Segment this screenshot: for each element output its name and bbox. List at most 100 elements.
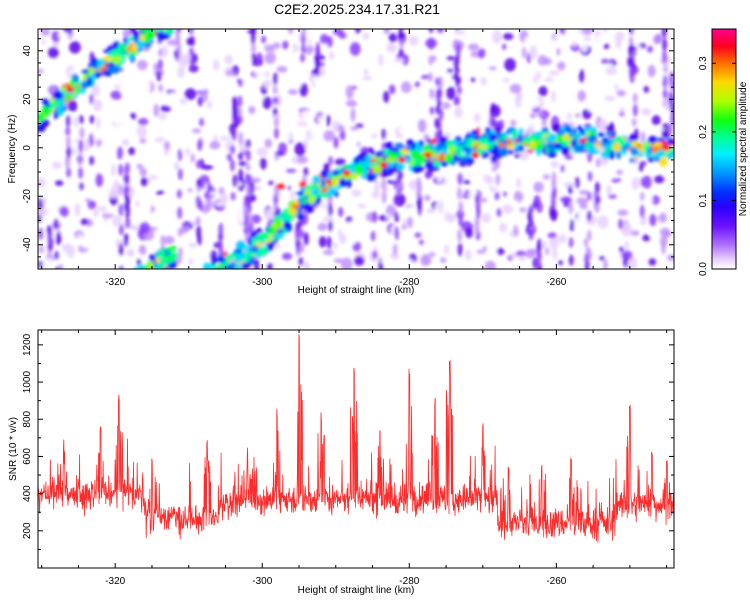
ridge-blob xyxy=(143,271,153,277)
noise-blob xyxy=(400,81,412,93)
noise-blob xyxy=(542,240,547,250)
ridge-blob xyxy=(507,149,514,155)
noise-streak xyxy=(300,271,305,279)
noise-blob xyxy=(254,69,266,77)
noise-blob xyxy=(443,244,449,255)
noise-blob xyxy=(357,203,367,209)
noise-streak xyxy=(456,86,462,95)
noise-blob xyxy=(111,215,123,227)
noise-streak xyxy=(568,200,574,215)
noise-blob xyxy=(624,240,629,252)
noise-blob xyxy=(597,215,609,229)
noise-blob xyxy=(139,221,150,234)
noise-blob xyxy=(519,60,526,73)
noise-streak xyxy=(189,35,195,47)
ridge-blob xyxy=(235,262,241,269)
ridge-blob xyxy=(150,18,155,24)
noise-blob xyxy=(122,29,132,38)
noise-blob xyxy=(279,29,285,38)
noise-blob xyxy=(414,232,422,238)
ridge-blob xyxy=(367,171,373,182)
ridge-blob xyxy=(139,275,147,281)
noise-streak xyxy=(66,145,72,159)
noise-blob xyxy=(371,190,381,199)
noise-blob xyxy=(621,250,633,261)
noise-blob xyxy=(446,56,456,61)
noise-streak xyxy=(199,158,205,170)
hotspot-blob xyxy=(423,152,432,159)
noise-blob xyxy=(319,33,330,45)
noise-streak xyxy=(274,127,280,139)
noise-blob xyxy=(640,215,647,226)
noise-streak xyxy=(229,159,235,172)
noise-blob xyxy=(470,77,476,83)
ridge-blob xyxy=(143,271,153,277)
noise-blob xyxy=(111,184,118,195)
noise-blob xyxy=(204,250,212,259)
noise-blob xyxy=(270,114,282,119)
noise-blob xyxy=(648,258,657,266)
ridge-blob xyxy=(210,270,219,278)
ridge-blob xyxy=(451,139,459,147)
noise-streak xyxy=(157,58,163,71)
ridge-blob xyxy=(163,22,171,28)
noise-streak xyxy=(628,45,634,57)
noise-blob xyxy=(484,260,496,269)
noise-streak xyxy=(495,173,501,186)
noise-streak xyxy=(56,233,62,246)
noise-blob xyxy=(175,183,181,190)
noise-streak xyxy=(189,12,194,25)
noise-blob xyxy=(189,242,197,248)
ridge-blob xyxy=(657,149,666,157)
noise-blob xyxy=(442,229,451,241)
ridge-blob xyxy=(255,228,263,234)
noise-blob xyxy=(614,31,625,42)
noise-blob xyxy=(607,194,617,199)
ridge-blob xyxy=(81,80,89,89)
noise-streak xyxy=(176,16,181,28)
ridge-blob xyxy=(156,14,161,20)
noise-blob xyxy=(253,185,262,191)
ridge-blob xyxy=(58,98,67,105)
ridge-blob xyxy=(362,169,367,180)
ridge-blob xyxy=(588,134,598,144)
noise-blob xyxy=(365,59,378,69)
ridge-blob xyxy=(445,141,451,150)
noise-streak xyxy=(662,37,668,51)
noise-blob xyxy=(167,159,173,173)
noise-streak xyxy=(238,168,244,182)
ridge-blob xyxy=(320,178,326,189)
noise-blob xyxy=(626,191,636,199)
ridge-blob xyxy=(524,138,532,144)
noise-blob xyxy=(499,222,508,233)
noise-streak xyxy=(125,173,131,185)
noise-streak xyxy=(585,245,591,255)
noise-blob xyxy=(477,48,486,59)
noise-streak xyxy=(381,128,387,140)
ridge-blob xyxy=(246,261,251,268)
ridge-blob xyxy=(161,18,166,25)
noise-blob xyxy=(238,161,247,167)
ridge-blob xyxy=(207,276,216,286)
ridge-blob xyxy=(430,149,436,155)
ridge-blob xyxy=(212,270,221,274)
ridge-blob xyxy=(284,212,294,222)
noise-blob xyxy=(522,46,527,59)
ridge-blob xyxy=(301,199,308,204)
ridge-blob xyxy=(298,190,304,196)
ridge-blob xyxy=(142,269,147,275)
noise-streak xyxy=(456,75,462,85)
noise-streak xyxy=(583,238,589,247)
noise-streak xyxy=(429,88,435,100)
noise-blob xyxy=(492,29,502,44)
noise-blob xyxy=(659,212,667,223)
noise-blob xyxy=(515,250,527,257)
noise-blob xyxy=(302,110,311,122)
ridge-blob xyxy=(648,145,653,155)
noise-blob xyxy=(349,42,361,56)
ridge-blob xyxy=(292,199,300,205)
ridge-blob xyxy=(250,246,260,253)
ridge-blob xyxy=(517,133,524,141)
noise-blob xyxy=(264,44,275,53)
ridge-blob xyxy=(155,29,163,32)
